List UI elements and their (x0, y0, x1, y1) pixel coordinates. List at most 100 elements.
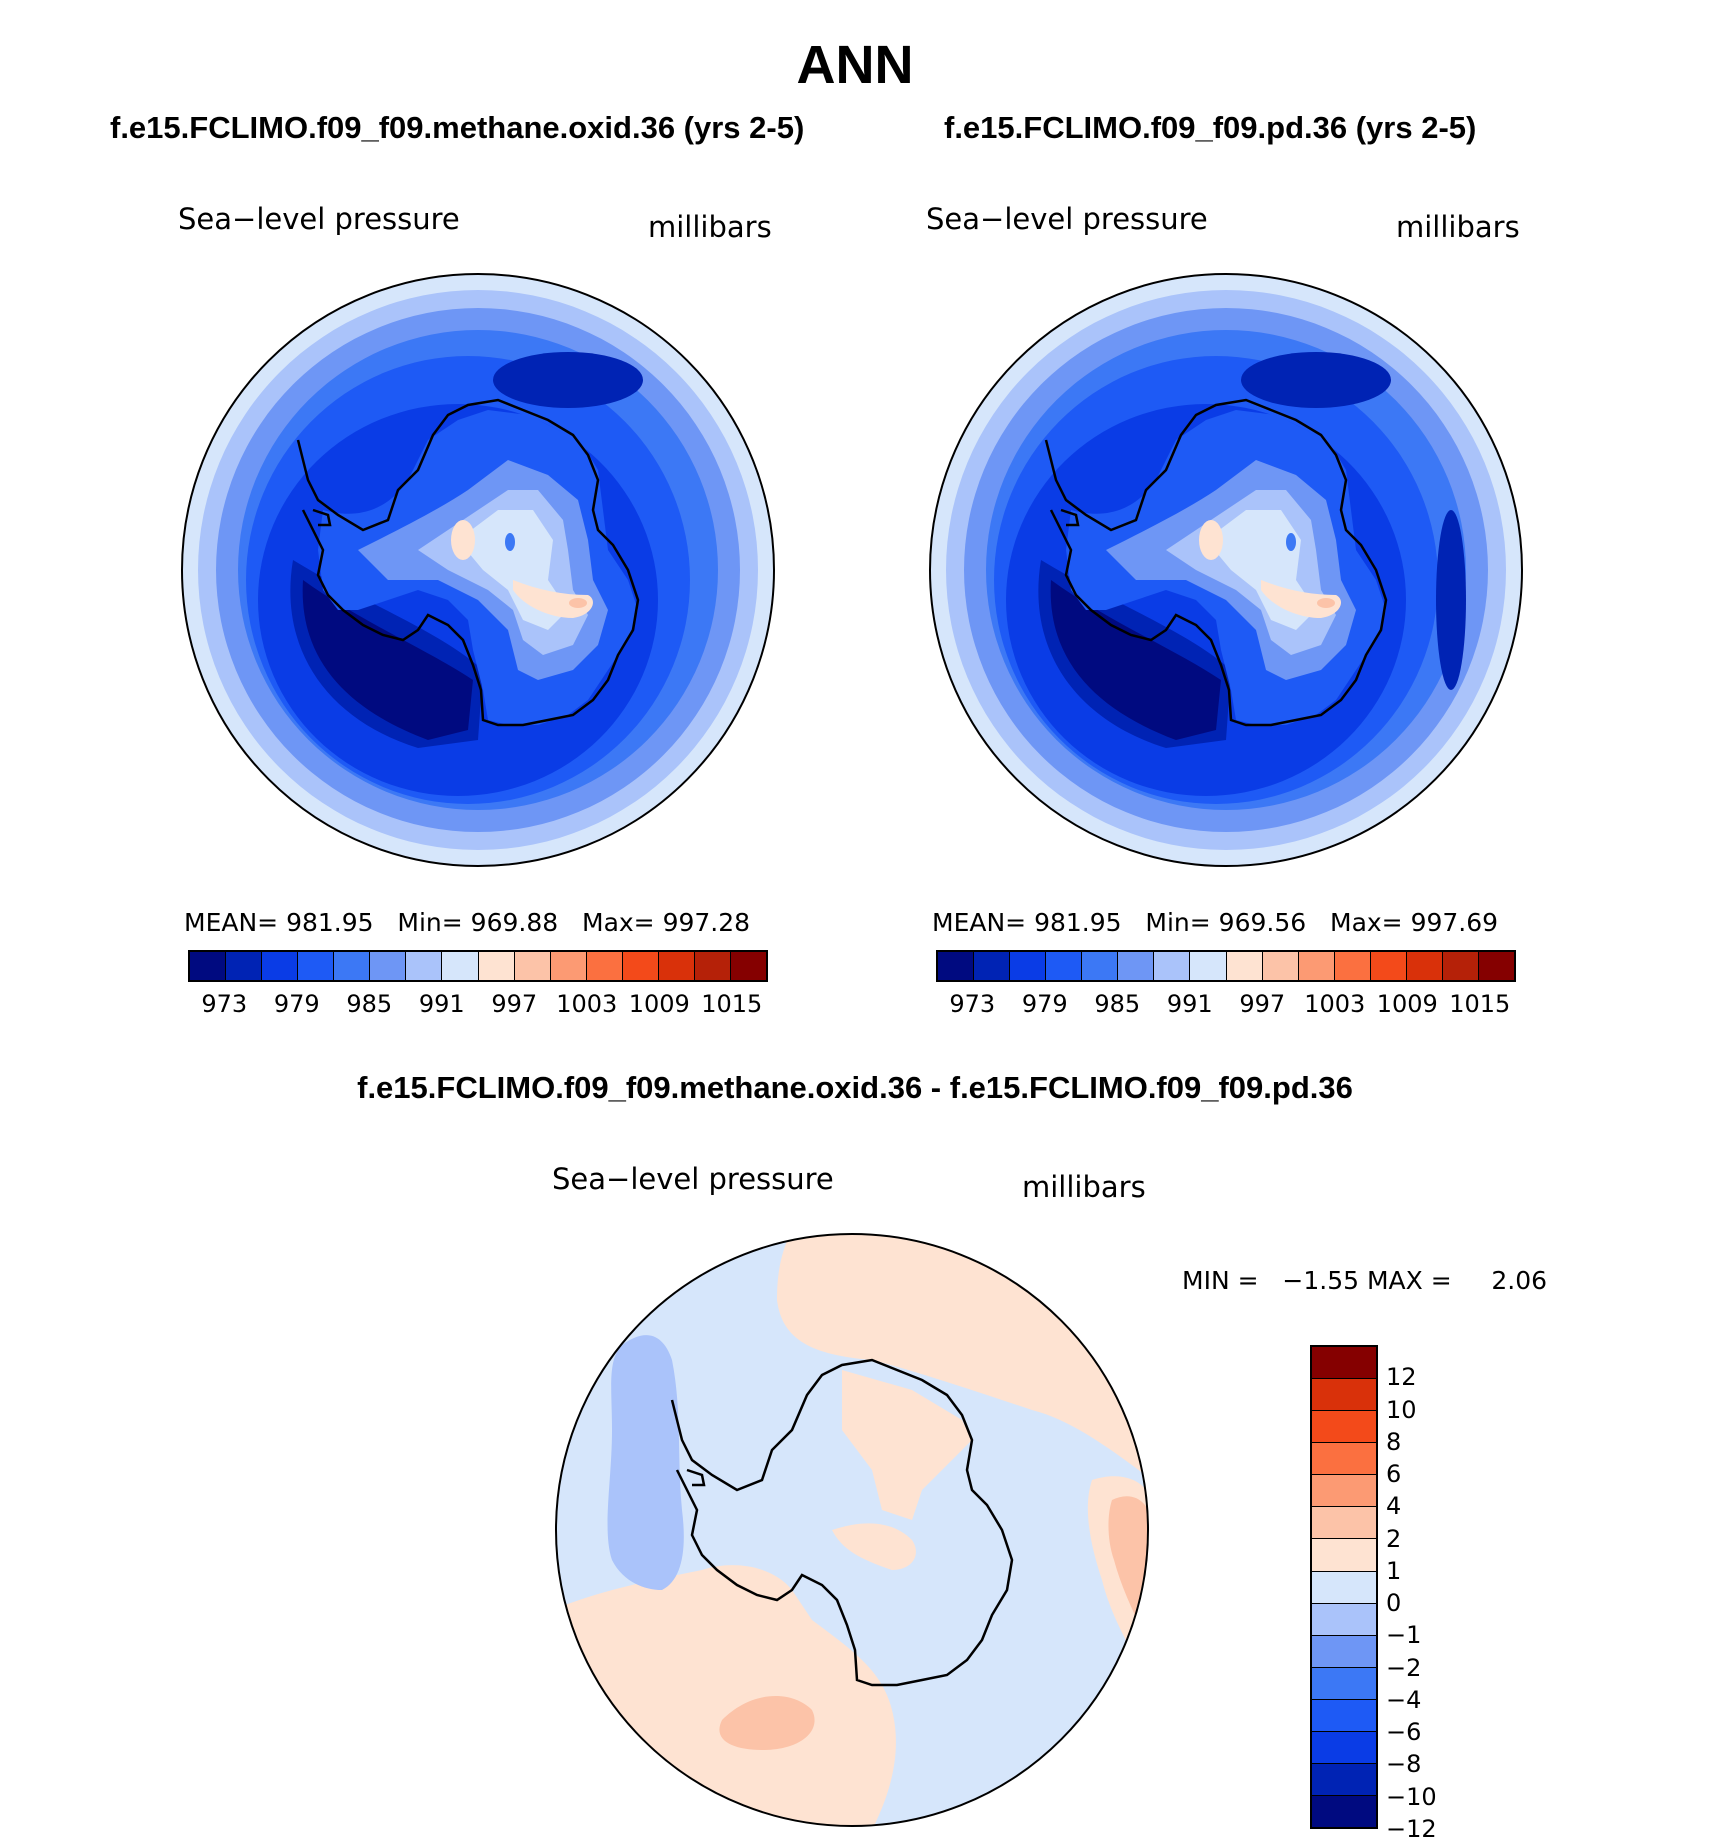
diff-min-label: MIN = (1182, 1266, 1259, 1295)
panel1-stats: MEAN= 981.95 Min= 969.88 Max= 997.28 (184, 908, 750, 937)
diff-max-label: MAX = (1366, 1266, 1452, 1295)
mean-value: 981.95 (1034, 908, 1122, 937)
inland-low (505, 533, 515, 551)
colorbar-swatch (622, 952, 659, 980)
colorbar-swatch (298, 952, 335, 980)
colorbar-swatch (550, 952, 587, 980)
colorbar-tick-label: −8 (1386, 1750, 1422, 1779)
colorbar-swatch (1118, 952, 1155, 980)
colorbar-swatch (1312, 1794, 1376, 1827)
diff-minmax: MIN = −1.55 MAX = 2.06 (1182, 1266, 1547, 1295)
colorbar-swatch (1312, 1634, 1376, 1667)
colorbar-tick-label: 1 (1386, 1556, 1402, 1585)
panel1-polar-map (181, 273, 775, 867)
antarctica-coastline (670, 1358, 1014, 1687)
diff-colorbar (1310, 1345, 1378, 1829)
diff-negative-west (607, 1335, 684, 1590)
max-label: Max= (582, 908, 655, 937)
colorbar-tick-label: 997 (1239, 990, 1286, 1018)
diff-case-title: f.e15.FCLIMO.f09_f09.methane.oxid.36 - f… (357, 1070, 1353, 1105)
antarctica-coastline (296, 398, 640, 727)
colorbar-swatch (1082, 952, 1119, 980)
colorbar-tick-label: 8 (1386, 1427, 1402, 1456)
diff-units-label: millibars (1022, 1170, 1146, 1204)
diff-min-value: −1.55 (1282, 1266, 1360, 1295)
panel1-case-title: f.e15.FCLIMO.f09_f09.methane.oxid.36 (yr… (110, 110, 805, 145)
colorbar-tick-label: −4 (1386, 1685, 1422, 1714)
colorbar-swatch (370, 952, 407, 980)
diff-positive-spot (719, 1696, 815, 1750)
colorbar-tick-label: −6 (1386, 1718, 1422, 1747)
diff-positive-interior-b (832, 1523, 916, 1570)
north-low (1241, 352, 1391, 408)
colorbar-swatch (334, 952, 371, 980)
colorbar-swatch (1046, 952, 1083, 980)
low-shade-b (1050, 580, 1221, 740)
colorbar-swatch (730, 952, 766, 980)
diff-max-value: 2.06 (1491, 1266, 1548, 1295)
colorbar-tick-label: 12 (1386, 1363, 1417, 1392)
colorbar-swatch (1312, 1378, 1376, 1411)
colorbar-tick-label: 1009 (628, 990, 690, 1018)
colorbar-swatch (1312, 1666, 1376, 1699)
colorbar-swatch (938, 952, 975, 980)
colorbar-tick-label: 973 (949, 990, 996, 1018)
diff-variable-label: Sea−level pressure (552, 1162, 834, 1196)
panel2-colorbar (936, 950, 1516, 982)
min-label: Min= (397, 908, 463, 937)
colorbar-tick-label: 973 (201, 990, 248, 1018)
colorbar-swatch (1442, 952, 1479, 980)
mean-label: MEAN= (932, 908, 1027, 937)
east-low (1436, 510, 1466, 690)
colorbar-swatch (1312, 1347, 1376, 1379)
mean-value: 981.95 (286, 908, 374, 937)
panel2-polar-map (929, 273, 1523, 867)
high-ridge (513, 580, 593, 618)
colorbar-tick-label: 1003 (1304, 990, 1366, 1018)
colorbar-tick-label: 979 (273, 990, 320, 1018)
high-spot-a (1199, 520, 1223, 560)
colorbar-tick-label: −10 (1386, 1782, 1437, 1811)
panel2-units-label: millibars (1396, 210, 1520, 244)
colorbar-tick-label: 10 (1386, 1395, 1417, 1424)
colorbar-tick-label: 997 (491, 990, 538, 1018)
min-value: 969.88 (470, 908, 559, 937)
min-label: Min= (1145, 908, 1211, 937)
colorbar-tick-label: 1003 (556, 990, 618, 1018)
colorbar-swatch (1190, 952, 1227, 980)
colorbar-swatch (694, 952, 731, 980)
colorbar-swatch (586, 952, 623, 980)
colorbar-swatch (226, 952, 263, 980)
map-border (555, 1233, 1149, 1827)
min-value: 969.56 (1218, 908, 1307, 937)
antarctica-coastline (1044, 398, 1388, 727)
colorbar-swatch (1010, 952, 1047, 980)
colorbar-tick-label: 985 (346, 990, 393, 1018)
colorbar-tick-label: −12 (1386, 1815, 1437, 1843)
map-border (181, 273, 775, 867)
colorbar-swatch (1226, 952, 1263, 980)
colorbar-swatch (514, 952, 551, 980)
colorbar-swatch (190, 952, 227, 980)
low-shade-b (302, 580, 473, 740)
colorbar-swatch (1154, 952, 1191, 980)
coast-island (686, 1468, 706, 1487)
colorbar-swatch (1262, 952, 1299, 980)
coast-island (312, 508, 332, 527)
high-spot-a (451, 520, 475, 560)
colorbar-swatch (1370, 952, 1407, 980)
colorbar-tick-label: 1015 (1449, 990, 1511, 1018)
colorbar-swatch (406, 952, 443, 980)
colorbar-swatch (1312, 1410, 1376, 1443)
colorbar-swatch (1312, 1506, 1376, 1539)
colorbar-swatch (1312, 1442, 1376, 1475)
max-value: 997.69 (1410, 908, 1499, 937)
panel1-units-label: millibars (648, 210, 772, 244)
colorbar-swatch (658, 952, 695, 980)
panel2-variable-label: Sea−level pressure (926, 202, 1208, 236)
colorbar-swatch (1312, 1474, 1376, 1507)
colorbar-tick-label: 991 (418, 990, 465, 1018)
map-border (929, 273, 1523, 867)
diff-positive-interior (842, 1370, 972, 1520)
colorbar-swatch (1312, 1762, 1376, 1795)
